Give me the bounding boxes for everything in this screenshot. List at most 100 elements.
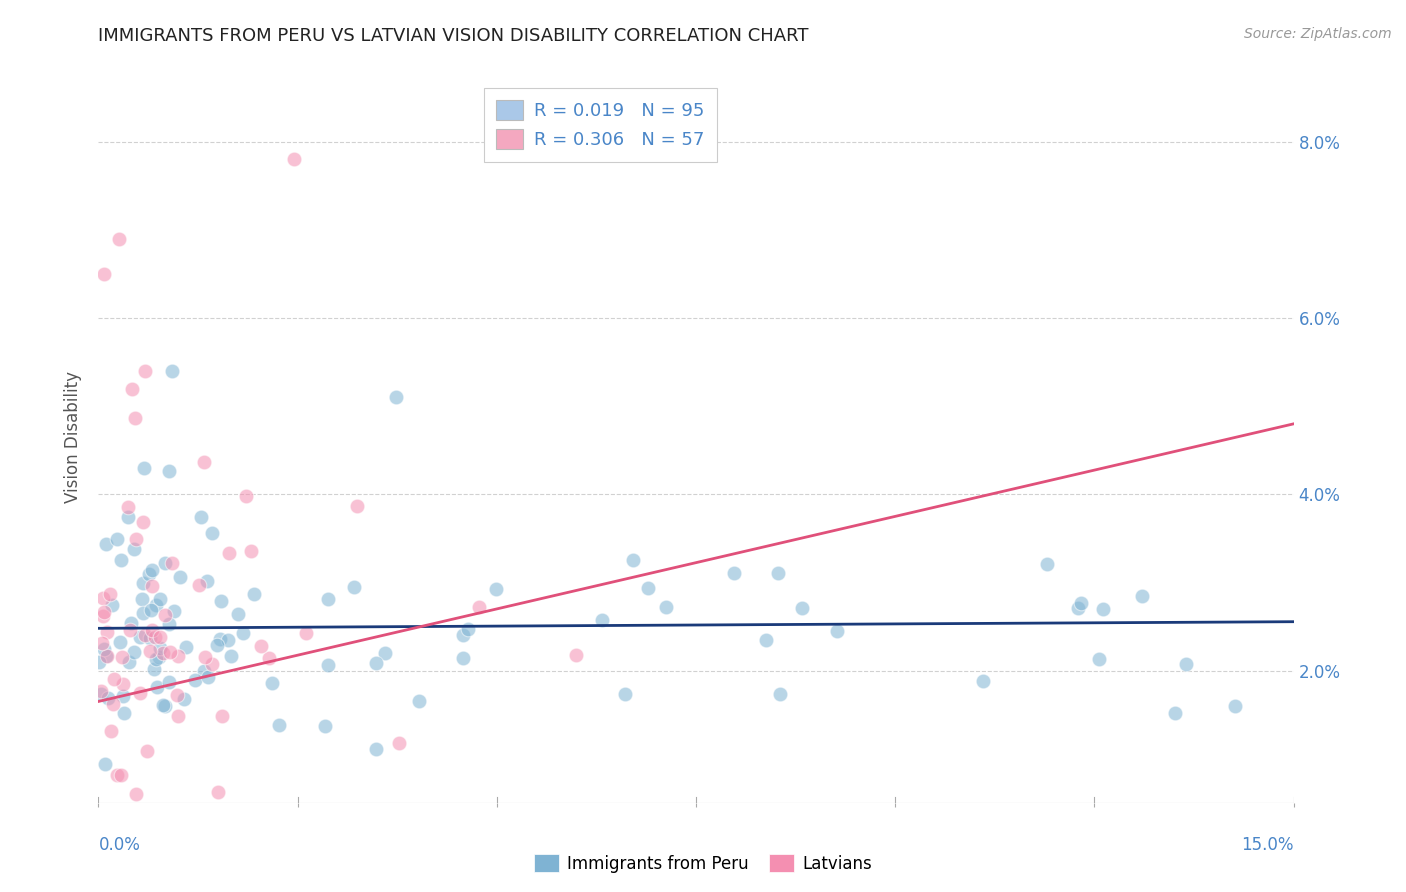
Point — [1035, 557, 1057, 571]
Point — [124, 541, 146, 556]
Point — [103, 672, 125, 686]
Point — [93, 605, 115, 619]
Point — [267, 718, 290, 732]
Point — [451, 628, 474, 642]
Point — [87, 655, 110, 669]
Point — [769, 687, 792, 701]
Point — [217, 632, 239, 647]
Text: 0.0%: 0.0% — [98, 837, 141, 855]
Y-axis label: Vision Disability: Vision Disability — [65, 371, 83, 503]
Point — [565, 648, 588, 663]
Point — [1225, 699, 1247, 714]
Point — [243, 587, 266, 601]
Point — [159, 645, 181, 659]
Point — [190, 510, 212, 524]
Point — [149, 592, 172, 607]
Point — [219, 649, 242, 664]
Point — [453, 651, 475, 665]
Point — [120, 615, 142, 630]
Point — [105, 768, 128, 782]
Point — [134, 461, 156, 475]
Point — [122, 645, 145, 659]
Point — [468, 599, 491, 614]
Point — [167, 648, 190, 663]
Point — [1130, 589, 1153, 603]
Point — [121, 382, 143, 396]
Point — [162, 557, 184, 571]
Point — [110, 634, 132, 648]
Point — [194, 650, 217, 665]
Point — [138, 631, 160, 645]
Point — [240, 543, 263, 558]
Point — [1163, 706, 1185, 720]
Point — [139, 602, 162, 616]
Point — [159, 464, 181, 478]
Point — [117, 500, 139, 514]
Point — [93, 642, 115, 657]
Text: IMMIGRANTS FROM PERU VS LATVIAN VISION DISABILITY CORRELATION CHART: IMMIGRANTS FROM PERU VS LATVIAN VISION D… — [98, 27, 808, 45]
Point — [118, 655, 141, 669]
Point — [228, 607, 250, 621]
Point — [201, 526, 224, 541]
Point — [637, 581, 659, 595]
Point — [131, 606, 153, 620]
Point — [591, 613, 613, 627]
Point — [1067, 601, 1090, 615]
Point — [96, 625, 118, 640]
Point — [201, 657, 224, 671]
Point — [388, 736, 411, 750]
Point — [766, 566, 789, 580]
Point — [112, 706, 135, 720]
Point — [188, 578, 211, 592]
Legend: R = 0.019   N = 95, R = 0.306   N = 57: R = 0.019 N = 95, R = 0.306 N = 57 — [484, 87, 717, 161]
Point — [366, 742, 388, 756]
Point — [128, 686, 150, 700]
Point — [141, 563, 163, 577]
Point — [94, 537, 117, 551]
Point — [232, 626, 254, 640]
Point — [117, 509, 139, 524]
Point — [193, 455, 215, 469]
Point — [110, 650, 132, 665]
Point — [125, 532, 148, 546]
Point — [90, 683, 112, 698]
Point — [145, 652, 167, 666]
Point — [107, 532, 129, 546]
Legend: Immigrants from Peru, Latvians: Immigrants from Peru, Latvians — [527, 847, 879, 880]
Point — [94, 756, 117, 771]
Point — [655, 600, 678, 615]
Point — [91, 591, 114, 606]
Point — [93, 609, 115, 624]
Point — [157, 674, 180, 689]
Point — [101, 697, 124, 711]
Point — [346, 500, 368, 514]
Point — [134, 628, 156, 642]
Point — [1070, 596, 1092, 610]
Point — [101, 598, 124, 612]
Point — [197, 670, 219, 684]
Point — [262, 675, 284, 690]
Point — [132, 515, 155, 529]
Point — [143, 630, 166, 644]
Point — [162, 364, 184, 378]
Text: Source: ZipAtlas.com: Source: ZipAtlas.com — [1244, 27, 1392, 41]
Point — [153, 556, 176, 570]
Point — [110, 553, 132, 567]
Point — [125, 787, 148, 801]
Point — [173, 692, 195, 706]
Point — [1174, 657, 1197, 671]
Point — [208, 632, 231, 646]
Point — [149, 630, 172, 644]
Point — [108, 232, 131, 246]
Point — [364, 656, 387, 670]
Point — [120, 623, 142, 637]
Point — [613, 687, 636, 701]
Point — [129, 630, 152, 644]
Point — [408, 694, 430, 708]
Point — [257, 651, 280, 665]
Point — [1091, 601, 1114, 615]
Point — [316, 657, 339, 672]
Point — [90, 687, 112, 701]
Point — [124, 411, 146, 425]
Point — [314, 718, 336, 732]
